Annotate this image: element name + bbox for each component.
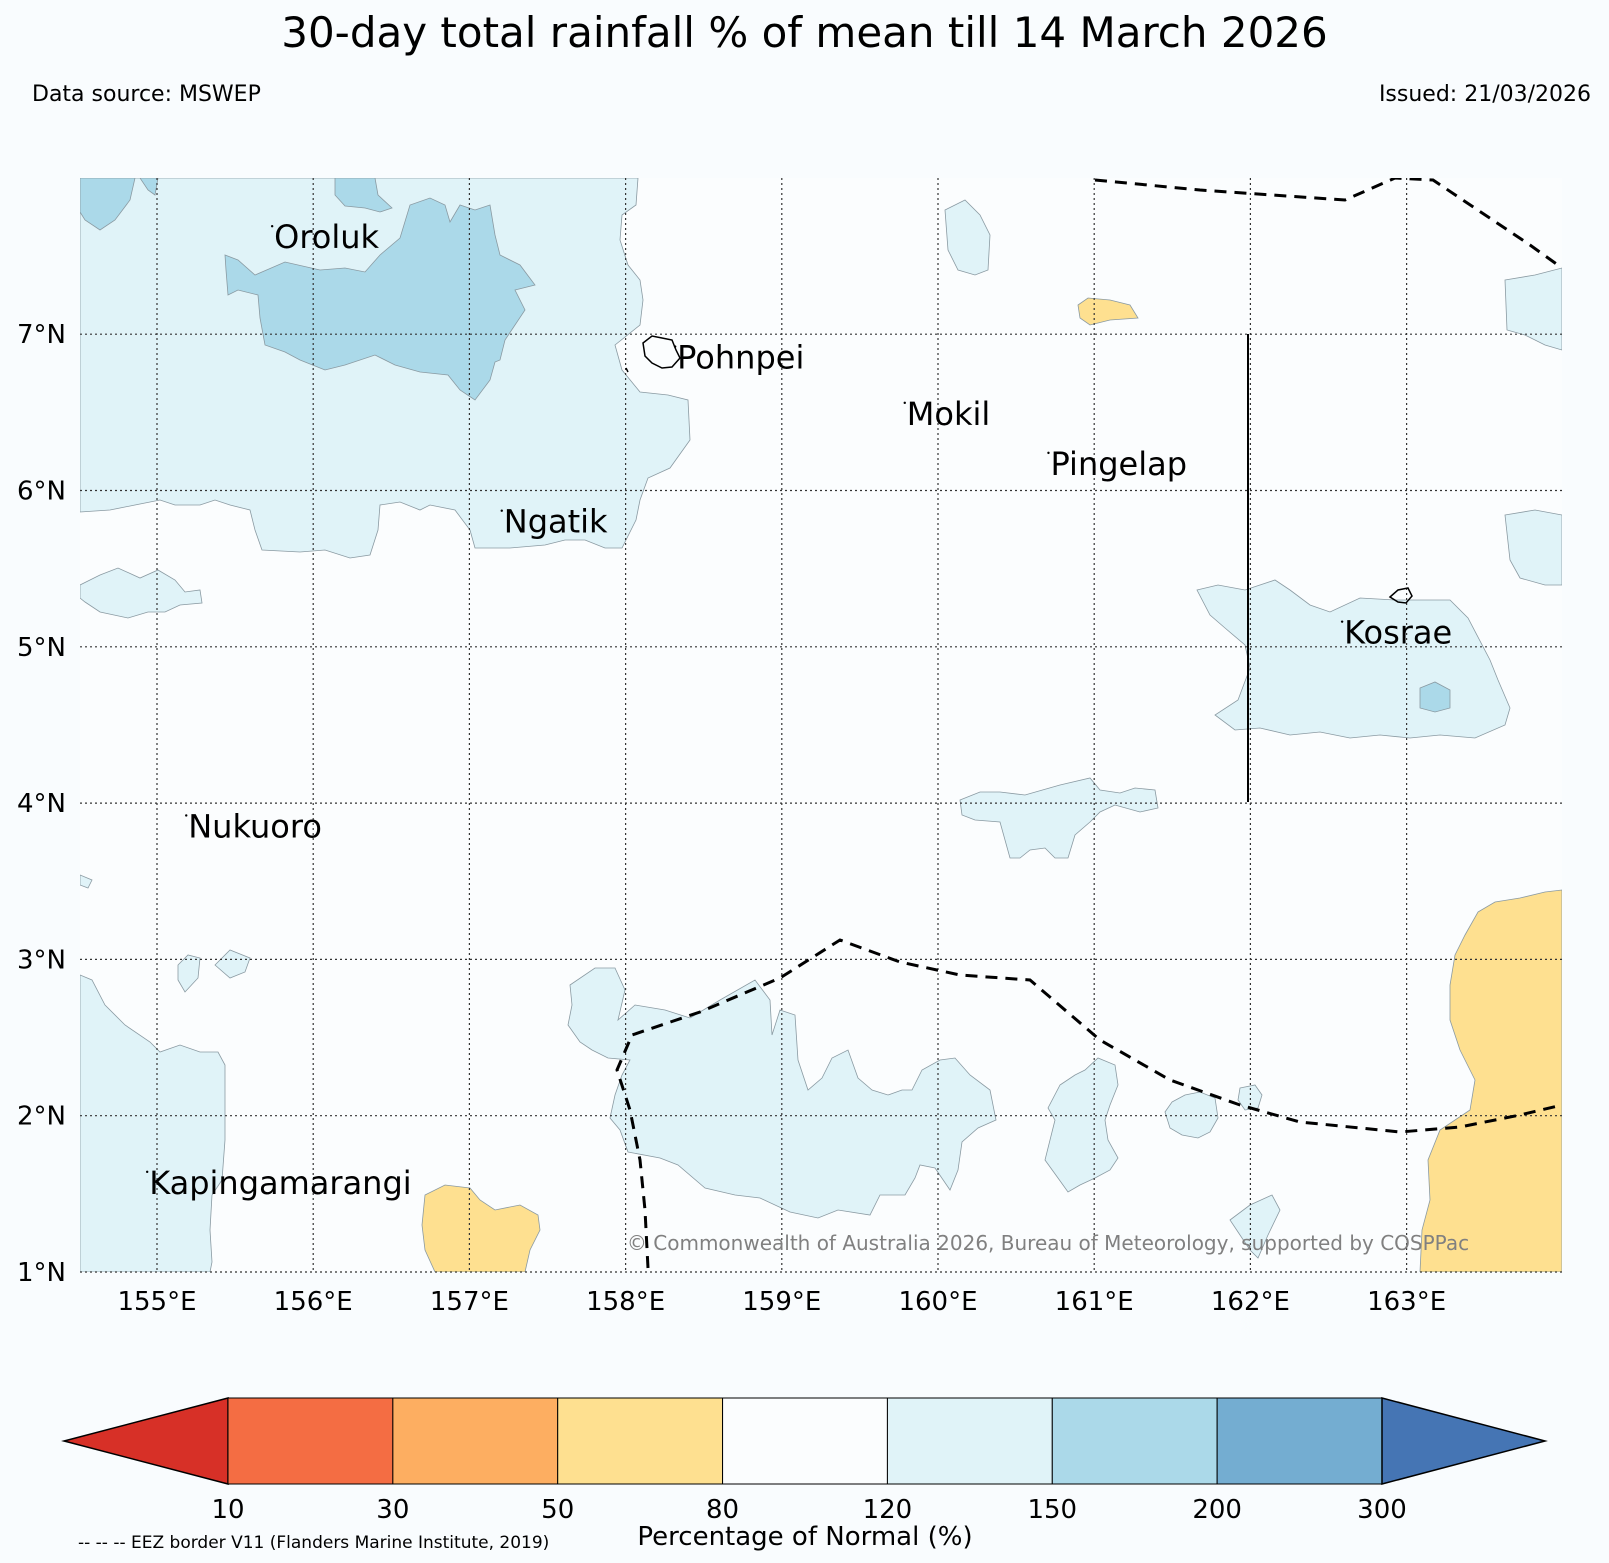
- data-source-label: Data source: MSWEP: [32, 82, 261, 107]
- x-axis-ticks: 155°E 156°E 157°E 158°E 159°E 160°E 161°E 162°E…: [117, 1287, 1446, 1317]
- colorbar-segment: [722, 1397, 888, 1485]
- region-120-150-small-w1: [177, 954, 201, 993]
- region-120-150-central-4n: [959, 777, 1159, 859]
- y-tick-label: 3°N: [17, 945, 66, 975]
- region-120-150-south-east4: [1229, 1194, 1281, 1259]
- place-marker: [145, 1170, 149, 1174]
- copyright-notice: © Commonwealth of Australia 2026, Bureau…: [627, 1231, 1469, 1255]
- x-tick-label: 156°E: [274, 1287, 353, 1317]
- colorbar-tick-label: 10: [211, 1495, 244, 1525]
- region-120-150-south-east1: [1044, 1057, 1119, 1193]
- x-tick-label: 157°E: [430, 1287, 509, 1317]
- colorbar-tick-label: 300: [1357, 1495, 1407, 1525]
- place-label-oroluk: Oroluk: [274, 218, 379, 256]
- region-120-150-small-w3: [80, 874, 93, 889]
- x-tick-label: 155°E: [117, 1287, 196, 1317]
- place-marker: [1340, 620, 1344, 623]
- place-label-pingelap: Pingelap: [1050, 445, 1187, 483]
- place-marker: [903, 401, 906, 405]
- region-50-80-north: [1077, 297, 1139, 326]
- colorbar-segment: [1216, 1397, 1383, 1485]
- eez-border-south: [615, 938, 1562, 1269]
- place-label-kapingamarangi: Kapingamarangi: [149, 1164, 411, 1202]
- colorbar-tick-label: 120: [863, 1495, 913, 1525]
- colorbar-extend-low: [61, 1397, 229, 1485]
- place-label-nukuoro: Nukuoro: [188, 807, 322, 845]
- region-150-200-north2: [139, 178, 159, 196]
- place-marker: [270, 225, 274, 228]
- y-tick-label: 7°N: [17, 320, 66, 350]
- colorbar-title: Percentage of Normal (%): [637, 1522, 972, 1552]
- colorbar-segment: [227, 1397, 394, 1485]
- colorbar-segment: [557, 1397, 724, 1485]
- x-tick-label: 159°E: [742, 1287, 821, 1317]
- region-150-200-northwest: [224, 197, 536, 401]
- eez-border-legend: -- -- -- EEZ border V11 (Flanders Marine…: [78, 1533, 549, 1553]
- colorbar-tick-label: 30: [376, 1495, 409, 1525]
- colorbar-tick-label: 50: [541, 1495, 574, 1525]
- region-150-200-kosrae-core: [1419, 681, 1451, 713]
- x-tick-label: 161°E: [1055, 1287, 1134, 1317]
- x-tick-label: 163°E: [1367, 1287, 1446, 1317]
- region-150-200-north: [334, 178, 393, 213]
- eez-borders: [615, 178, 1562, 1269]
- region-120-150-northwest: [80, 178, 691, 559]
- colorbar-segment: [1051, 1397, 1218, 1485]
- y-tick-label: 2°N: [17, 1102, 66, 1132]
- pohnpei-island-outline: [642, 335, 681, 369]
- colorbar-tick-label: 80: [706, 1495, 739, 1525]
- colorbar-segment: [392, 1397, 559, 1485]
- x-tick-label: 160°E: [898, 1287, 977, 1317]
- place-label-mokil: Mokil: [907, 395, 991, 433]
- place-marker: [1047, 451, 1050, 455]
- colorbar-tick-label: 150: [1027, 1495, 1077, 1525]
- place-marker: [500, 509, 503, 512]
- place-marker: [673, 345, 677, 348]
- place-labels: Oroluk Pohnpei Mokil Pingelap Ngatik Kosrae Nu…: [145, 218, 1452, 1202]
- place-label-kosrae: Kosrae: [1344, 614, 1452, 652]
- x-tick-label: 158°E: [586, 1287, 665, 1317]
- x-tick-label: 162°E: [1211, 1287, 1290, 1317]
- colorbar-segment: [886, 1397, 1053, 1485]
- small-island-near-pohnpei: [625, 367, 629, 373]
- eez-border-north: [1094, 178, 1562, 270]
- y-tick-label: 5°N: [17, 633, 66, 663]
- region-50-80-east: [1419, 889, 1562, 1272]
- gridlines: [80, 178, 1562, 1273]
- colorbar-tick-label: 200: [1192, 1495, 1242, 1525]
- y-tick-label: 4°N: [17, 789, 66, 819]
- region-120-150-northeast: [1504, 267, 1562, 351]
- y-tick-label: 6°N: [17, 477, 66, 507]
- region-120-150-south-east2: [1164, 1091, 1219, 1139]
- region-120-150-west-patch: [80, 567, 203, 619]
- y-axis-ticks: 1°N 2°N 3°N 4°N 5°N 6°N 7°N: [17, 320, 66, 1288]
- region-120-150-northcentral: [944, 199, 991, 276]
- colorbar-extend-high: [1381, 1397, 1548, 1485]
- y-tick-label: 1°N: [17, 1258, 66, 1288]
- map-title: 30-day total rainfall % of mean till 14 …: [281, 8, 1328, 57]
- region-150-200-corner: [80, 178, 136, 231]
- colorbar: 10 30 50 80 120 150 200 300: [61, 1397, 1548, 1525]
- place-label-pohnpei: Pohnpei: [677, 339, 804, 377]
- kosrae-island-outline: [1388, 587, 1413, 604]
- region-120-150-east-edge: [1504, 509, 1562, 586]
- region-120-150-small-w2: [214, 949, 251, 979]
- region-120-150-southwest: [80, 974, 226, 1272]
- place-marker: [185, 814, 188, 817]
- region-120-150-south-east3: [1237, 1084, 1263, 1111]
- issued-date-label: Issued: 21/03/2026: [1378, 82, 1591, 107]
- place-label-ngatik: Ngatik: [504, 503, 608, 541]
- region-50-80-south-west: [421, 1184, 541, 1272]
